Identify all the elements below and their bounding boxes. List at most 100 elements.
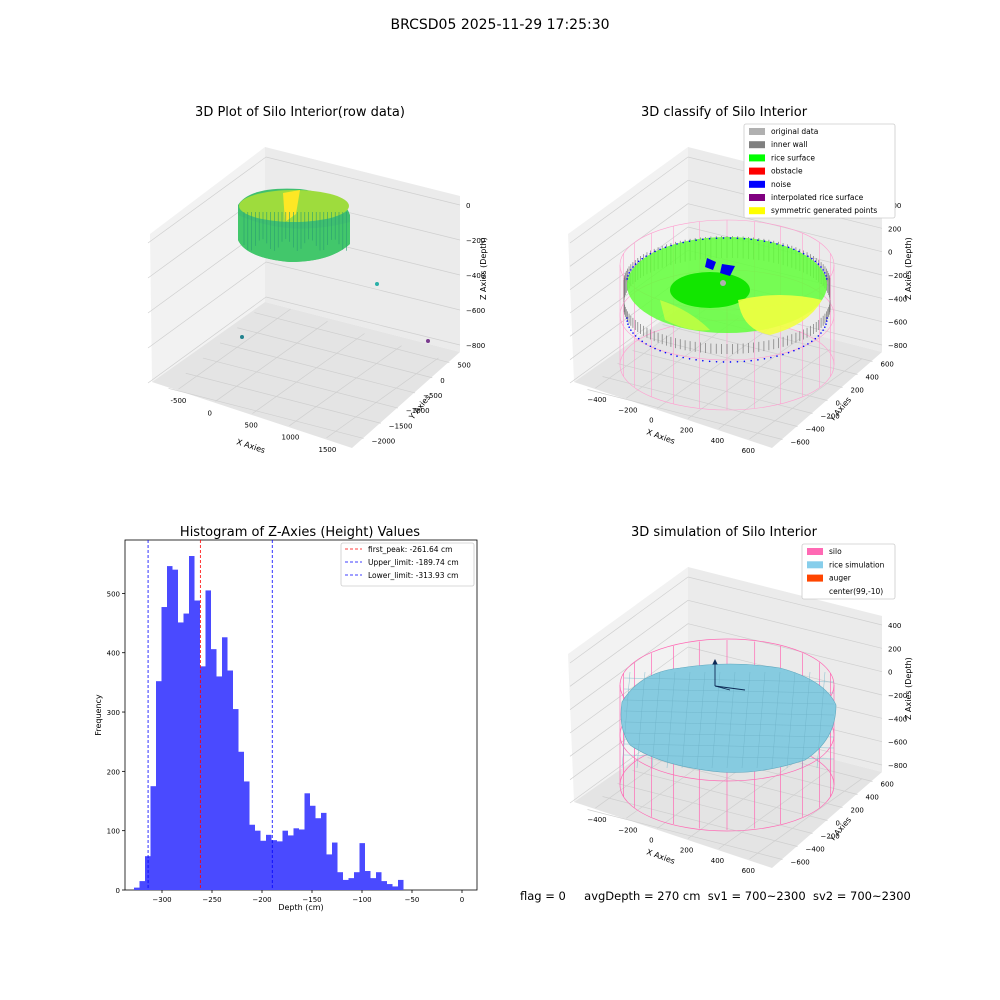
classify-3d-grid-line [718,348,831,430]
simulation-3d-x-tick: −200 [618,826,637,834]
simulation-3d-z-tick: −800 [888,762,907,770]
classify-3d-noise-point [722,361,725,363]
classify-3d-left-wall [568,147,688,382]
raw-3d-grid-line [265,156,461,206]
classify-3d-noise-point [715,237,718,240]
histogram-bar [167,566,173,890]
simulation-3d-legend-label: center(99,-10) [829,587,883,596]
histogram-y-tick: 300 [107,709,120,717]
simulation-3d-y-tick: 600 [881,781,894,789]
simulation-3d-grid-line [687,599,883,649]
histogram-bar [376,872,382,890]
simulation-3d-z-label: Z Axies (Depth) [904,657,913,720]
classify-3d-x-label: X Axies [645,427,676,446]
histogram-bar [299,829,305,890]
histogram-x-tick: −100 [352,896,371,904]
classify-3d-title: 3D classify of Silo Interior [641,105,808,120]
classify-3d-noise-point [630,329,632,331]
histogram-bar [293,828,299,890]
classify-3d-noise-point [820,266,822,268]
classify-3d-noise-point [630,269,632,271]
classify-3d-noise-point [670,244,672,247]
classify-3d-legend-swatch [749,194,765,201]
simulation-3d-panel: 3D simulation of Silo Interior −400 −200 0… [568,525,913,875]
classify-3d-point-cloud [623,236,831,363]
raw-3d-y-tick: 0 [440,377,444,385]
classify-3d-y-tick: 400 [866,374,879,382]
histogram-bar [282,830,288,890]
classify-3d-y-tick: −400 [806,426,825,434]
histogram-bar [398,879,404,890]
raw-3d-grid-line [202,357,399,409]
classify-3d-noise-point [676,243,678,245]
histogram-legend-label: Upper_limit: -189.74 cm [368,558,459,567]
classify-3d-noise-point [641,257,643,260]
classify-3d-noise-point [770,241,772,244]
simulation-3d-mesh-line [741,671,751,769]
histogram-y-tick: 500 [107,590,120,598]
classify-3d-noise-point [787,246,790,249]
classify-3d-noise-point [825,320,828,322]
simulation-3d-legend-swatch [807,561,823,569]
simulation-3d-mesh-line [711,671,721,769]
classify-3d-noise-point [814,260,817,263]
histogram-bar [337,872,343,890]
raw-3d-x-tick: 1500 [319,446,337,454]
histogram-bar [332,842,338,890]
classify-3d-noise-point [634,263,637,265]
simulation-3d-grid-line [718,768,831,850]
footer-status: flag = 0 avgDepth = 270 cm sv1 = 700~230… [520,889,911,903]
classify-3d-x-tick: 400 [711,437,724,445]
simulation-3d-z-tick: 200 [888,645,901,653]
classify-3d-noise-point [715,360,718,363]
simulation-3d-grid-line [687,576,883,626]
simulation-3d-legend-label: auger [829,574,852,583]
simulation-3d-grid-line [632,770,828,821]
simulation-3d-y-tick: 400 [866,794,879,802]
classify-3d-noise-point [659,248,661,251]
raw-3d-grid-line [219,342,416,394]
simulation-3d-x-tick: 200 [680,847,693,855]
classify-3d-x-tick: 600 [742,447,755,455]
histogram-legend: first_peak: -261.64 cm Upper_limit: -189.… [340,542,475,587]
classify-3d-noise-point [722,237,725,239]
raw-3d-x-tick: 500 [245,422,258,430]
classify-3d-noise-point [757,359,759,361]
classify-3d-legend-swatch [749,207,765,215]
classify-3d-noise-point [702,359,704,362]
simulation-3d-mesh-line [623,732,835,738]
histogram-y-tick: 400 [107,650,120,658]
simulation-3d-mesh-line [623,710,835,716]
classify-3d-noise-point [776,243,778,245]
histogram-bar [216,676,222,890]
classify-3d-noise-point [750,359,752,362]
histogram-bar [205,590,211,890]
histogram-bar [370,878,376,890]
classify-3d-noise-point [811,340,813,343]
classify-3d-z-tick: 200 [888,225,901,233]
simulation-3d-title: 3D simulation of Silo Interior [631,525,818,540]
raw-3d-grid-line [215,321,328,402]
histogram-bar [321,812,327,890]
histogram-bar [277,841,283,890]
simulation-3d-mesh-line [623,699,835,705]
histogram-bar [260,840,266,890]
histogram-bar [227,670,233,890]
classify-3d-y-tick: −200 [821,413,840,421]
histogram-bar [150,786,156,890]
classify-3d-legend-swatch [749,128,765,135]
simulation-3d-mesh-line [623,688,835,694]
classify-3d-z-tick: −800 [888,342,907,350]
classify-3d-noise-point [736,360,739,363]
simulation-3d-x-tick: −400 [587,816,606,824]
histogram-bar [172,569,178,890]
raw-3d-grid-line [147,156,267,244]
raw-3d-grid-line [252,333,365,414]
histogram-bar [183,613,189,890]
classify-3d-noise-point [632,332,634,334]
classify-3d-x-tick: −400 [587,396,606,404]
histogram-bar [134,887,140,890]
classify-3d-noise-point [822,269,824,271]
histogram-y-tick: 100 [107,828,120,836]
histogram-y-tick: 0 [116,887,120,895]
